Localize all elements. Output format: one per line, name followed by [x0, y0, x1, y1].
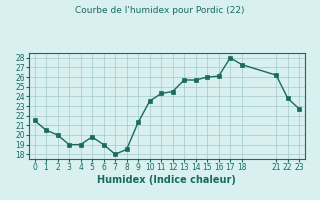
Text: Courbe de l'humidex pour Pordic (22): Courbe de l'humidex pour Pordic (22) [75, 6, 245, 15]
X-axis label: Humidex (Indice chaleur): Humidex (Indice chaleur) [98, 175, 236, 185]
